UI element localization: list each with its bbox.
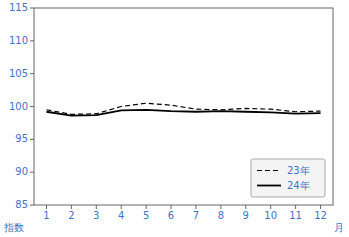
plot-area [46, 103, 320, 115]
y-tick [30, 139, 34, 140]
y-tick-label: 95 [15, 133, 28, 144]
y-tick [30, 40, 34, 41]
x-tick [46, 205, 47, 209]
x-tick-label: 5 [143, 210, 149, 221]
x-tick-label: 11 [289, 210, 302, 221]
y-axis-label: 指数 [3, 222, 24, 233]
x-tick [245, 205, 246, 209]
plot-frame [34, 8, 333, 205]
y-tick [30, 172, 34, 173]
legend: 23年24年 [251, 159, 325, 197]
x-tick-label: 10 [264, 210, 277, 221]
y-tick-label: 90 [15, 166, 28, 177]
series-line [46, 110, 320, 116]
x-tick-label: 4 [118, 210, 124, 221]
x-tick-label: 1 [43, 210, 49, 221]
legend-label: 23年 [287, 165, 310, 176]
y-tick-label: 115 [9, 2, 28, 13]
x-tick [121, 205, 122, 209]
x-tick [295, 205, 296, 209]
x-tick-label: 8 [218, 210, 224, 221]
y-tick-label: 105 [9, 68, 28, 79]
x-tick [96, 205, 97, 209]
legend-label: 24年 [287, 180, 310, 191]
chart: 859095100105110115123456789101112指数月23年2… [0, 0, 349, 237]
x-tick [146, 205, 147, 209]
x-axis-label: 月 [334, 222, 344, 233]
x-tick-label: 12 [314, 210, 327, 221]
x-tick [320, 205, 321, 209]
x-tick [270, 205, 271, 209]
y-tick-label: 110 [9, 35, 28, 46]
y-tick [30, 73, 34, 74]
y-tick-label: 100 [9, 101, 28, 112]
x-tick [71, 205, 72, 209]
y-tick [30, 8, 34, 9]
x-tick [171, 205, 172, 209]
x-tick [195, 205, 196, 209]
y-tick [30, 106, 34, 107]
x-tick-label: 9 [243, 210, 249, 221]
x-tick-label: 2 [68, 210, 74, 221]
x-tick-label: 3 [93, 210, 99, 221]
x-tick [220, 205, 221, 209]
legend-swatch [257, 170, 281, 171]
legend-box [251, 159, 325, 197]
x-tick-label: 7 [193, 210, 199, 221]
legend-swatch [257, 185, 281, 187]
y-tick [30, 205, 34, 206]
x-tick-label: 6 [168, 210, 174, 221]
y-tick-label: 85 [15, 199, 28, 210]
